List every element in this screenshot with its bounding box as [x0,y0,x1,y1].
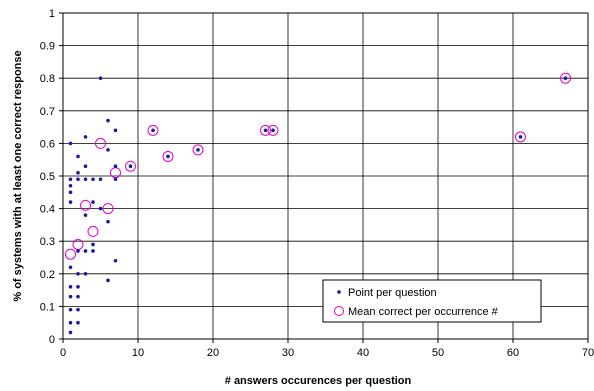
mean-marker [515,131,526,143]
x-tick-label: 70 [582,347,594,359]
mean-marker [102,203,114,215]
mean-marker [125,160,136,172]
gridlines [63,13,588,339]
question-point [98,76,103,80]
question-point [518,135,523,139]
question-point [166,154,170,159]
y-tick-label: 0.1 [40,301,55,313]
question-point [113,128,118,133]
question-point [68,285,73,289]
question-point [106,278,110,283]
x-tick-label: 20 [207,347,219,359]
question-point [106,219,110,224]
question-point [76,294,80,299]
question-point [263,128,268,133]
question-point [113,258,118,263]
question-point [68,330,73,335]
mean-marker [95,137,106,149]
question-point [76,170,80,175]
question-point [113,177,118,182]
mean-marker [80,199,91,211]
question-point [76,320,80,325]
x-tick-label: 60 [507,347,519,359]
legend-label-points: Point per question [348,287,437,299]
question-point [91,200,95,204]
question-point [76,154,80,159]
question-point [106,148,110,152]
question-point [76,177,80,182]
mean-marker [267,124,279,136]
y-axis-title: % of systems with at least one correct r… [12,50,24,301]
question-point [271,128,275,133]
y-tick-label: 0 [49,334,55,346]
question-point [68,200,73,204]
question-point [151,128,155,133]
x-axis-title: # answers occurences per question [225,375,412,387]
question-point [68,141,73,146]
question-point [91,249,95,253]
question-point [83,135,88,139]
y-tick-label: 0.5 [40,171,55,183]
mean-marker [65,248,76,260]
mean-marker [87,225,99,237]
question-point [68,294,73,299]
legend-dot-marker [337,290,341,294]
x-tick-label: 0 [60,347,66,359]
mean-marker [147,124,159,136]
legend-label-means: Mean correct per occurrence # [348,306,499,318]
y-tick-label: 0.3 [40,236,55,248]
question-point [128,164,133,169]
question-point [76,272,80,276]
question-point [563,76,568,80]
data-points [65,72,571,335]
y-tick-label: 0.7 [40,106,55,118]
x-tick-label: 40 [357,347,369,359]
question-point [83,177,88,182]
legend-circle-marker [334,306,344,316]
mean-marker [260,124,271,136]
question-point [68,177,73,182]
question-point [91,177,95,182]
question-point [98,177,103,182]
x-tick-label: 50 [432,347,444,359]
y-tick-label: 0.2 [40,269,55,281]
mean-marker [560,72,571,84]
y-tick-label: 0.9 [40,41,55,53]
question-point [83,213,88,217]
question-point [68,307,73,312]
question-point [68,320,73,325]
y-tick-label: 0.8 [40,73,55,85]
tick-labels: 0 10 20 30 40 50 60 70 0 0.1 0.2 0.3 0.4 0.5 0.6 0.7 0.8… [40,8,594,359]
question-point [76,249,80,253]
question-point [68,183,73,188]
legend: Point per question Mean correct per occu… [322,279,542,323]
mean-marker [192,144,204,156]
question-point [76,307,80,312]
question-point [113,164,118,169]
question-point [68,265,73,270]
question-point [91,242,95,247]
x-tick-label: 30 [282,347,294,359]
question-point [106,118,110,123]
question-point [83,164,88,169]
question-point [83,272,88,276]
legend-box [322,279,542,323]
y-tick-label: 0.4 [40,204,55,216]
mean-marker [162,150,174,162]
question-point [76,285,80,289]
x-tick-label: 10 [132,347,144,359]
y-tick-label: 1 [49,8,55,20]
question-point [68,190,73,195]
question-point [83,249,88,253]
question-point [196,148,200,152]
question-point [98,206,103,211]
y-tick-label: 0.6 [40,138,55,150]
